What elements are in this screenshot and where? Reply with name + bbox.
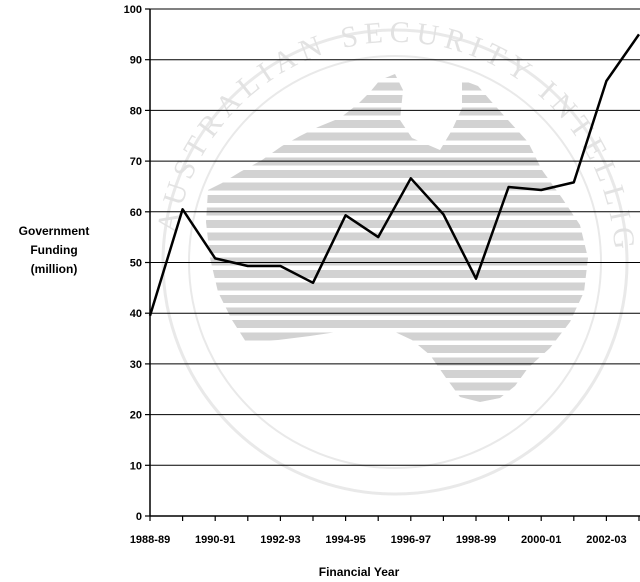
watermark-stripe: [206, 270, 588, 278]
watermark-stripe: [206, 257, 588, 266]
x-tick-label: 1988-89: [130, 534, 170, 546]
y-tick-label: 80: [130, 105, 142, 117]
y-axis-title: Government Funding (million): [0, 222, 108, 279]
watermark-stripe: [206, 182, 588, 191]
watermark-stripe: [206, 120, 588, 128]
x-tick-label: 1990-91: [195, 534, 235, 546]
y-axis-title-line: Government: [18, 224, 90, 238]
watermark-stripe: [206, 320, 588, 328]
y-tick-label: 60: [130, 207, 142, 219]
y-tick-label: 10: [130, 460, 142, 472]
watermark-stripe: [206, 145, 588, 153]
watermark-stripe: [206, 370, 588, 378]
watermark-stripe: [206, 382, 588, 391]
x-axis-ticks: 1988-89 1990-91 1992-93 1994-95 1996-97 1998-…: [130, 516, 640, 546]
x-tick-label: 1996-97: [391, 534, 431, 546]
watermark-stripe: [206, 107, 588, 116]
x-axis-title: Financial Year: [319, 565, 400, 579]
y-tick-label: 0: [136, 511, 142, 523]
watermark-stripe: [206, 332, 588, 341]
x-tick-label: 2000-01: [521, 534, 561, 546]
x-tick-label: 1994-95: [325, 534, 365, 546]
y-tick-label: 70: [130, 156, 142, 168]
y-axis-ticks: 0 10 20 30 40 50 60 70 80 90 100: [124, 4, 150, 523]
watermark-stripe: [206, 295, 588, 303]
watermark-stripe: [206, 220, 588, 228]
x-tick-label: 2002-03: [586, 534, 626, 546]
watermark-stripe: [206, 82, 588, 91]
watermark-text: AUSTRALIAN SECURITY INTELLIGENCE ORGANIS…: [0, 0, 640, 256]
y-tick-label: 30: [130, 359, 142, 371]
series-line: [148, 33, 640, 317]
y-tick-label: 50: [130, 258, 142, 270]
y-tick-label: 20: [130, 410, 142, 422]
y-tick-label: 90: [130, 55, 142, 67]
watermark-stripe: [206, 232, 588, 241]
x-tick-label: 1992-93: [260, 534, 300, 546]
y-tick-label: 40: [130, 308, 142, 320]
watermark-stripe: [206, 345, 588, 353]
y-tick-label: 100: [124, 4, 142, 16]
watermark-stripe: [206, 132, 588, 141]
watermark-stripe: [206, 95, 588, 103]
watermark-stripe: [206, 282, 588, 291]
x-tick-label: 1998-99: [456, 534, 496, 546]
grid-lines: [150, 8, 640, 466]
watermark-stripe: [206, 195, 588, 203]
y-axis-title-line: Funding: [30, 243, 78, 257]
series-funding: [148, 33, 640, 317]
y-axis-title-line: (million): [30, 262, 78, 276]
watermark-stripe: [206, 245, 588, 253]
watermark-stripe: [206, 170, 588, 178]
watermark-stripe: [206, 307, 588, 316]
